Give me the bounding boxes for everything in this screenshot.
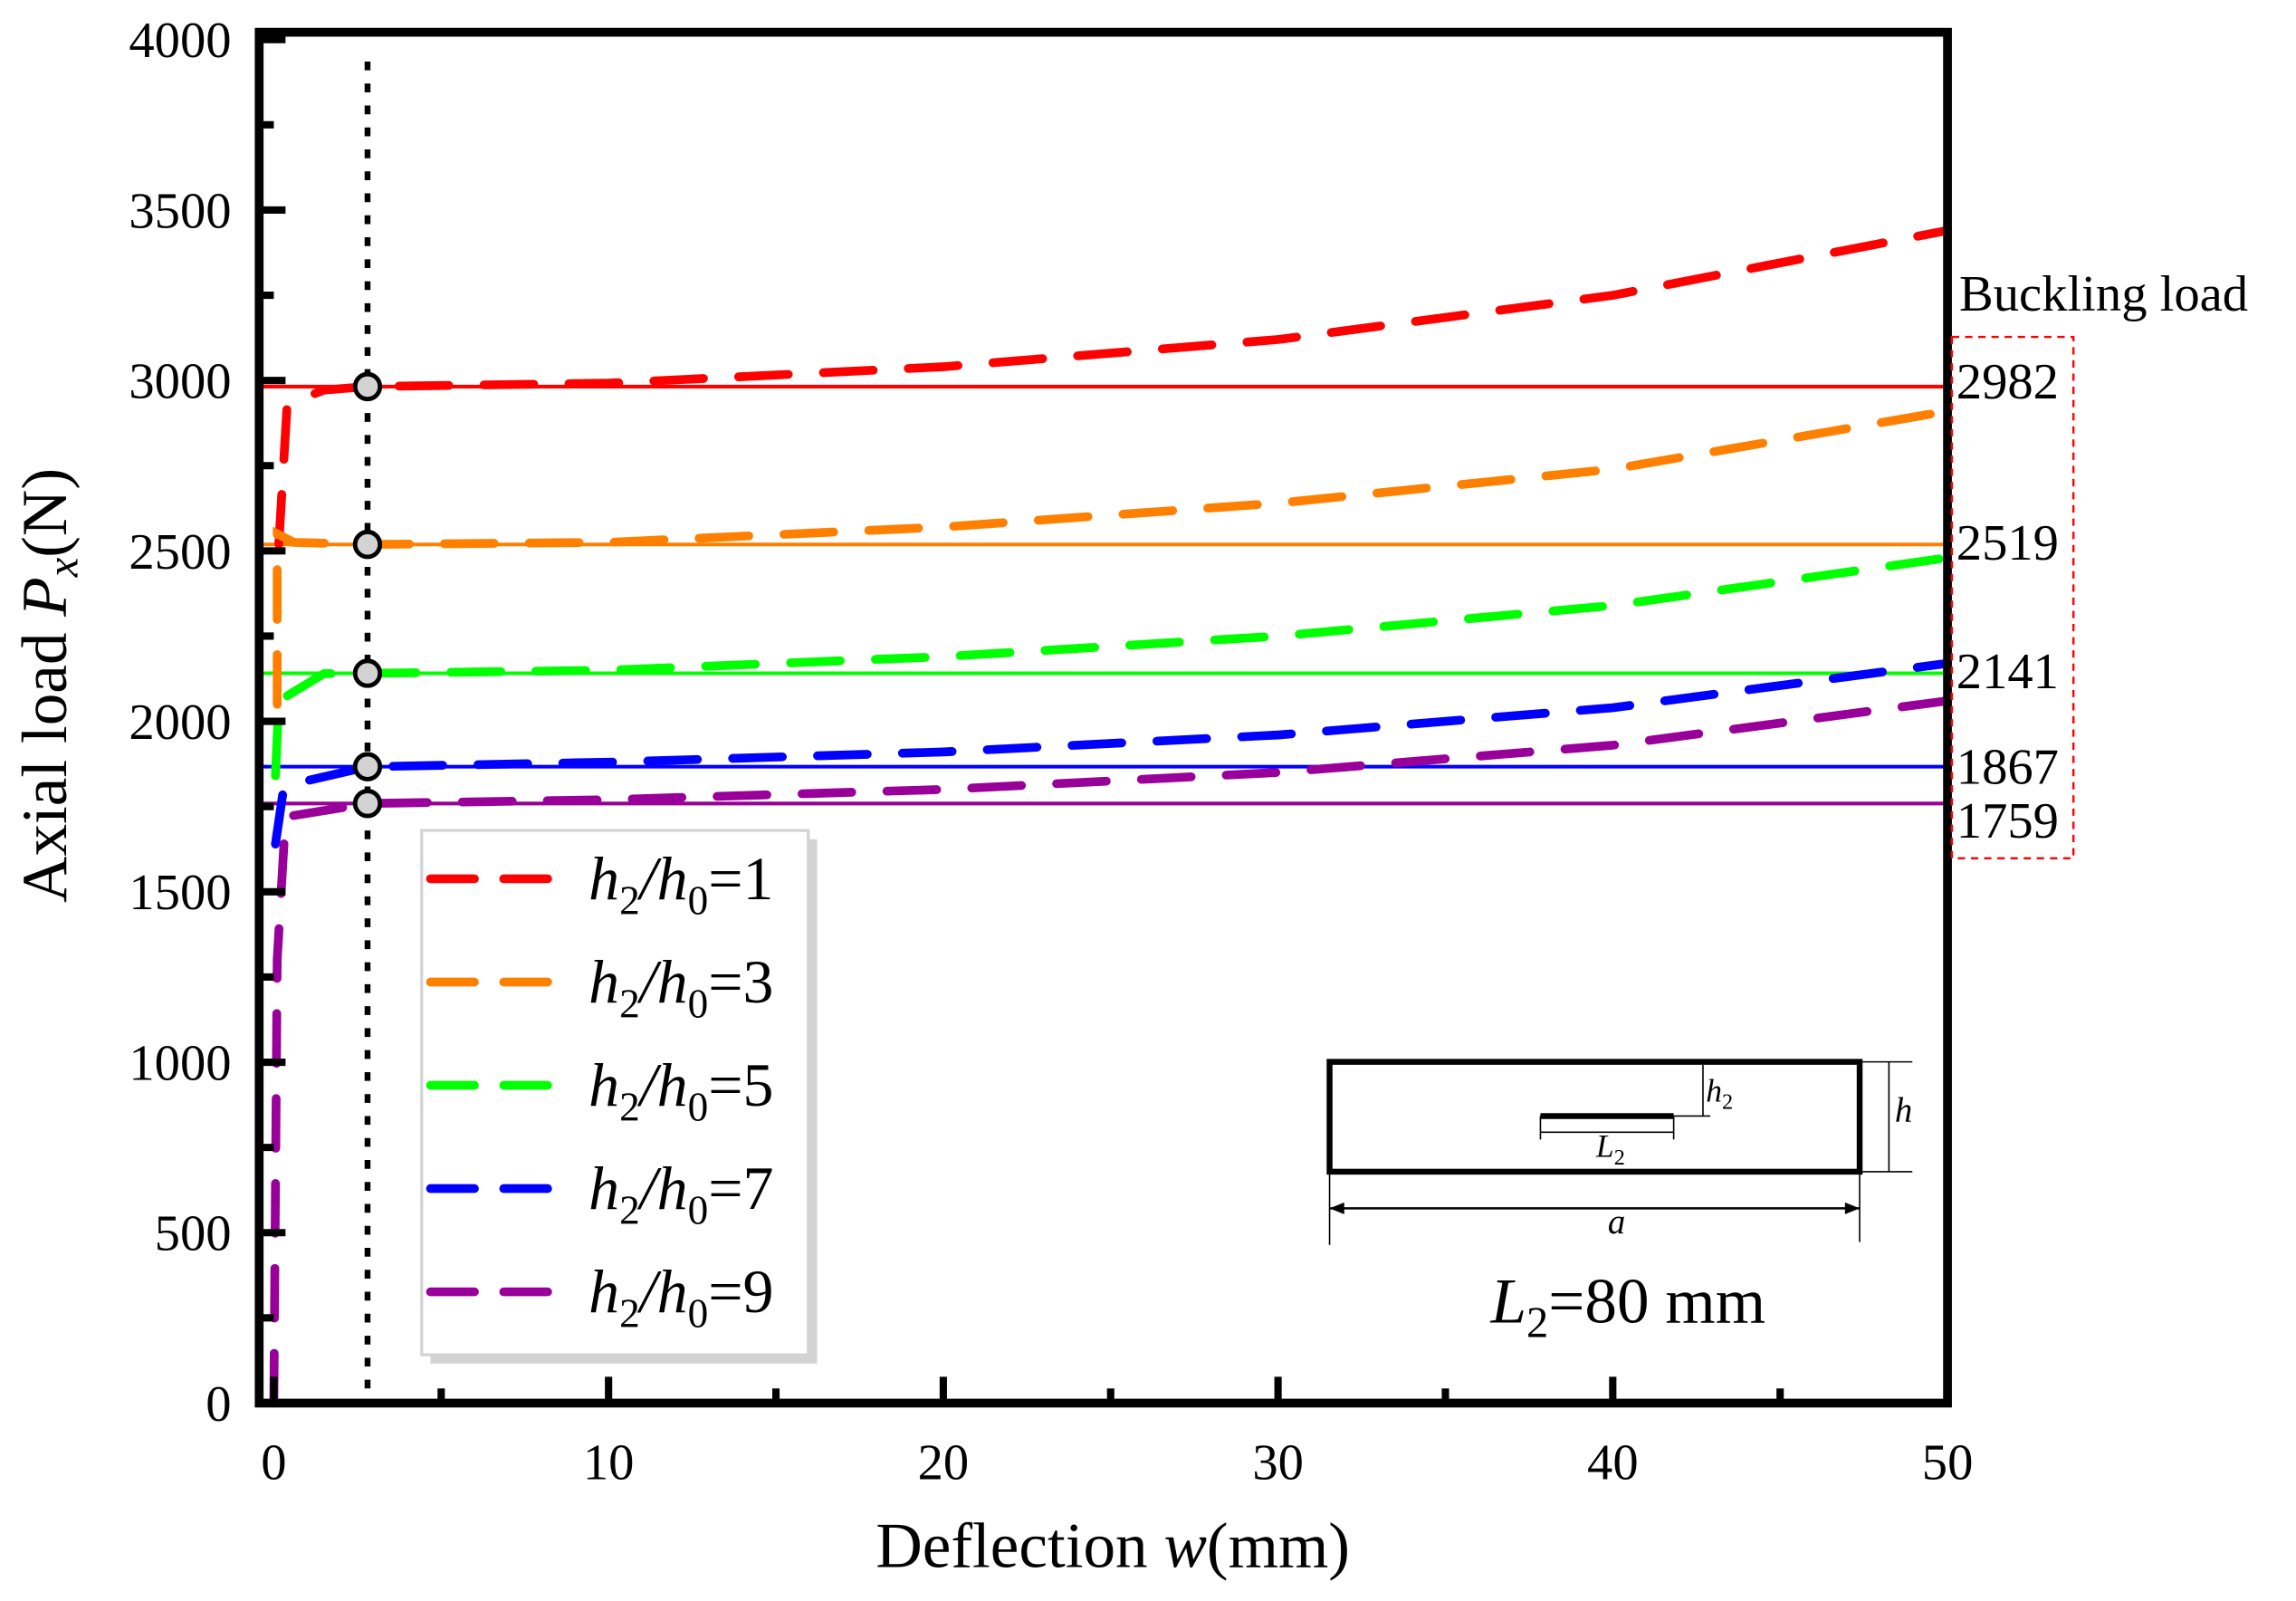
y-tick-label: 2000: [129, 695, 231, 751]
buckling-value-label: 1759: [1956, 793, 2059, 849]
x-axis-title: Deflection w(mm): [875, 1511, 1350, 1582]
h-label: h: [1895, 1091, 1912, 1130]
legend-label: h2/h0=3: [588, 947, 773, 1026]
y-tick-label: 4000: [129, 13, 231, 69]
legend-box: [420, 829, 810, 1357]
inset-diagram: L2 h2 h a L2=80 mm: [1326, 1059, 1913, 1347]
series-line: [269, 696, 1952, 1408]
y-tick-label: 1000: [129, 1035, 231, 1091]
legend-label: h2/h0=9: [588, 1257, 773, 1336]
buckling-load-title: Buckling load: [1959, 266, 2248, 322]
series-line: [273, 407, 1952, 709]
legend-label: h2/h0=5: [588, 1050, 773, 1129]
buckling-point-marker: [352, 789, 383, 819]
h2-label: h2: [1706, 1072, 1733, 1114]
plate-outline: [1326, 1059, 1863, 1175]
x-tick-label: 30: [1252, 1435, 1304, 1491]
y-tick-label: 3500: [129, 183, 231, 239]
y-tick-label: 1500: [129, 865, 231, 921]
y-tick-label: 0: [206, 1376, 231, 1433]
x-tick-label: 20: [918, 1435, 970, 1491]
buckling-point-marker: [352, 530, 383, 560]
buckling-point-marker: [352, 752, 383, 781]
x-tick-label: 40: [1587, 1435, 1639, 1491]
buckling-value-label: 2982: [1956, 354, 2059, 410]
legend-label: h2/h0=7: [588, 1154, 773, 1232]
buckling-value-label: 1867: [1956, 739, 2059, 795]
y-tick-label: 2500: [129, 524, 231, 580]
series-line: [274, 225, 1952, 549]
series-line: [271, 658, 1952, 848]
x-tick-label: 10: [583, 1435, 635, 1491]
buckling-value-label: 2519: [1956, 515, 2059, 571]
legend: h2/h0=1 h2/h0=3 h2/h0=5 h2/h0=7 h2/h0=9: [420, 829, 810, 1357]
buckling-value-label: 2141: [1956, 644, 2059, 700]
y-axis-title: Axial load Px(N): [10, 468, 88, 903]
y-tick-label: 3000: [129, 354, 231, 410]
series-line: [271, 553, 1952, 781]
buckling-values-box: [1950, 335, 2075, 860]
y-tick-label: 500: [155, 1206, 232, 1262]
x-tick-label: 50: [1922, 1435, 1974, 1491]
L2-label: L2: [1595, 1128, 1625, 1170]
legend-label: h2/h0=1: [588, 844, 773, 923]
inset-caption: L2=80 mm: [1489, 1267, 1765, 1347]
a-label: a: [1608, 1203, 1625, 1241]
buckling-point-marker: [352, 371, 383, 402]
x-tick-label: 0: [261, 1435, 286, 1491]
buckling-point-marker: [352, 658, 383, 688]
